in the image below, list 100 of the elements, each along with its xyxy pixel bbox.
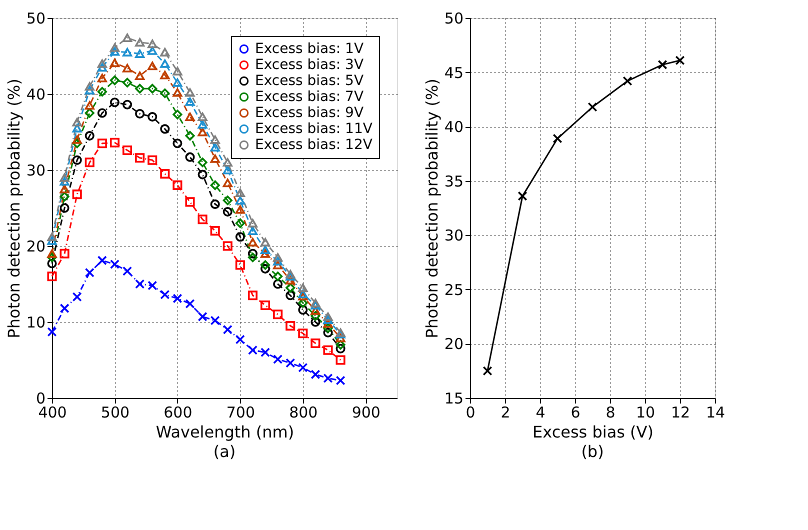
point xyxy=(298,328,308,338)
y-tick-label: 20 xyxy=(444,335,464,354)
y-tick-label: 15 xyxy=(444,390,464,408)
point xyxy=(148,112,158,122)
point xyxy=(286,270,296,278)
point xyxy=(323,373,333,384)
legend-label: Excess bias: 5V xyxy=(255,73,364,89)
y-tick-label: 35 xyxy=(444,172,464,190)
y-tick-label: 30 xyxy=(444,226,464,245)
point xyxy=(286,283,296,293)
point xyxy=(172,138,182,148)
point xyxy=(622,76,632,86)
point xyxy=(110,43,120,52)
point xyxy=(222,166,232,174)
point xyxy=(298,298,308,308)
point xyxy=(84,108,94,118)
point xyxy=(260,249,270,258)
point xyxy=(60,304,70,314)
point xyxy=(260,260,270,270)
point xyxy=(185,88,195,97)
point xyxy=(148,62,158,70)
x-tick-label: 4 xyxy=(536,404,546,422)
point xyxy=(222,324,232,334)
point xyxy=(675,56,685,66)
point xyxy=(260,300,270,310)
point xyxy=(323,312,333,321)
point xyxy=(84,131,94,141)
point xyxy=(97,59,107,68)
point xyxy=(260,246,270,254)
point xyxy=(160,48,170,56)
point xyxy=(135,153,145,163)
point xyxy=(135,72,145,80)
point xyxy=(310,317,320,327)
point xyxy=(273,279,283,289)
point xyxy=(60,184,70,194)
point xyxy=(273,260,283,270)
point xyxy=(248,252,258,262)
point xyxy=(60,203,70,213)
point xyxy=(248,290,258,300)
point xyxy=(60,248,70,258)
point xyxy=(185,112,195,122)
point xyxy=(222,241,232,251)
x-axis-title: Excess bias (V) xyxy=(532,422,654,442)
point xyxy=(97,74,107,82)
point xyxy=(310,370,320,380)
point xyxy=(72,138,82,148)
point xyxy=(222,207,232,217)
point xyxy=(160,88,170,98)
point xyxy=(298,362,308,372)
point xyxy=(47,272,57,282)
point xyxy=(235,260,245,270)
legend-label: Excess bias: 12V xyxy=(255,137,373,153)
point xyxy=(260,264,270,274)
y-tick-label: 50 xyxy=(26,10,46,28)
point xyxy=(135,38,145,47)
y-tick-label: 45 xyxy=(444,64,464,82)
legend-label: Excess bias: 3V xyxy=(255,57,364,73)
point xyxy=(518,191,528,201)
point xyxy=(84,82,94,91)
point xyxy=(273,253,283,262)
point xyxy=(160,59,170,68)
point xyxy=(172,294,182,304)
x-tick-label: 10 xyxy=(636,404,656,422)
point xyxy=(273,256,283,266)
x-tick-label: 6 xyxy=(570,404,580,422)
point xyxy=(122,34,132,42)
x-tick-label: 500 xyxy=(100,404,130,422)
x-tick-label: 900 xyxy=(352,404,380,422)
point xyxy=(588,102,598,112)
point xyxy=(323,323,333,333)
y-tick-label: 25 xyxy=(444,280,464,299)
point xyxy=(310,301,320,310)
point xyxy=(160,70,170,80)
point xyxy=(273,310,283,320)
point xyxy=(72,118,82,126)
x-tick-label: 2 xyxy=(500,404,510,422)
point xyxy=(286,272,296,281)
point xyxy=(336,334,346,342)
legend-label: Excess bias: 9V xyxy=(255,105,364,121)
point xyxy=(336,344,346,354)
point xyxy=(110,259,120,270)
y-tick-label: 20 xyxy=(26,238,46,256)
point xyxy=(222,178,232,188)
point xyxy=(47,258,57,268)
point xyxy=(185,97,195,106)
point xyxy=(336,376,346,386)
point xyxy=(72,190,82,200)
point xyxy=(60,173,70,182)
point xyxy=(185,152,195,162)
point xyxy=(84,86,94,94)
y-tick-label: 50 xyxy=(444,10,464,28)
y-tick-label: 40 xyxy=(26,86,46,104)
point xyxy=(185,298,195,309)
point xyxy=(210,135,220,144)
point xyxy=(298,284,308,292)
point xyxy=(148,84,158,94)
point xyxy=(135,279,145,289)
point xyxy=(210,154,220,163)
point xyxy=(72,135,82,144)
point xyxy=(248,238,258,246)
